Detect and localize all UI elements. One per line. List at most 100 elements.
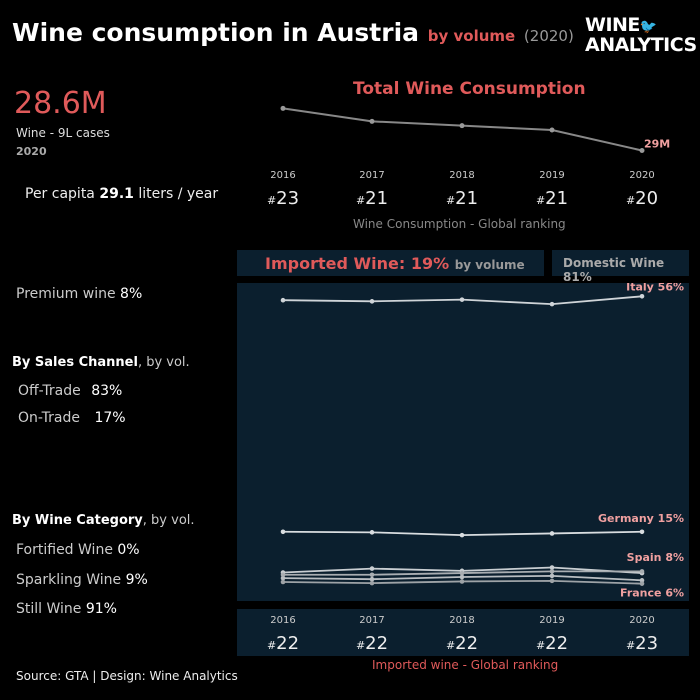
- imported-title-suffix: by volume: [454, 258, 525, 272]
- total-year-2016: 2016: [270, 170, 296, 181]
- bird-icon: 🐦: [639, 19, 657, 35]
- logo-line-1: WINE: [585, 14, 640, 36]
- offtrade-value: 83%: [91, 383, 123, 399]
- imported-chart-panel: [237, 283, 689, 601]
- page-title: Wine consumption in Austria by volume (2…: [12, 18, 574, 47]
- imported-point-Italy-2016: [280, 297, 286, 303]
- imported-point-France-2018: [459, 574, 465, 580]
- imported-label-Germany: Germany 15%: [598, 512, 684, 525]
- imported-point-Germany-2020: [639, 529, 645, 535]
- offtrade-label: Off-Trade: [18, 383, 81, 399]
- imported-rank-2018: #22: [445, 633, 479, 654]
- imported-point-France-2019: [549, 573, 555, 579]
- fortified-label: Fortified Wine: [16, 542, 113, 558]
- imported-rank-2017: #22: [355, 633, 389, 654]
- wine-analytics-logo: WINE🐦 ANALYTICS: [585, 14, 697, 56]
- imported-point-Italy-2018: [459, 297, 465, 302]
- imported-point-other-4-2016: [280, 572, 286, 578]
- total-rank-2019: #21: [535, 188, 569, 209]
- total-rank-2018: #21: [445, 188, 479, 209]
- imported-point-other-4-2020: [639, 569, 645, 574]
- per-capita-value: 29.1: [99, 186, 134, 202]
- imported-origin-chart: Italy 56% Germany 15% Spain 8% France 6%: [280, 283, 684, 599]
- premium-wine-stat: Premium wine 8%: [16, 286, 142, 302]
- still-value: 91%: [85, 601, 117, 617]
- still-label: Still Wine: [16, 601, 82, 617]
- imported-point-Germany-2018: [459, 532, 465, 538]
- category-sparkling: Sparkling Wine 9%: [16, 572, 148, 588]
- kpi-unit: Wine - 9L cases: [16, 126, 110, 140]
- total-end-label: 29M: [644, 138, 670, 151]
- imported-year-2020: 2020: [629, 615, 655, 626]
- sales-channel-heading-suffix: , by vol.: [137, 355, 190, 370]
- imported-point-Spain-2019: [549, 565, 555, 570]
- imported-year-2019: 2019: [539, 615, 565, 626]
- imported-point-other-5-2020: [639, 581, 645, 586]
- total-chart-title: Total Wine Consumption: [353, 79, 586, 99]
- domestic-panel: Domestic Wine 81%: [552, 250, 689, 284]
- imported-lines: Italy 56% Germany 15% Spain 8% France 6%: [280, 283, 684, 599]
- logo-line-2: ANALYTICS: [585, 34, 697, 56]
- category-fortified: Fortified Wine 0%: [16, 542, 140, 558]
- total-rank-2016: #23: [266, 188, 300, 209]
- imported-point-other-5-2018: [459, 579, 465, 584]
- per-capita: Per capita 29.1 liters / year: [25, 186, 218, 202]
- total-consumption-chart: 29M: [280, 105, 670, 154]
- sales-channel-heading-text: By Sales Channel: [12, 355, 138, 370]
- title-subtitle: by volume: [427, 27, 516, 45]
- imported-label-Italy: Italy 56%: [626, 283, 684, 293]
- total-rank-2020: #20: [625, 188, 659, 209]
- imported-point-other-4-2017: [369, 572, 375, 578]
- imported-point-Germany-2019: [549, 531, 555, 536]
- total-year-2018: 2018: [449, 170, 475, 181]
- total-line: [282, 107, 643, 152]
- total-year-2020: 2020: [629, 170, 655, 181]
- imported-title: Imported Wine: 19% by volume: [265, 254, 525, 273]
- title-text: Wine consumption in Austria: [12, 18, 420, 47]
- imported-title-text: Imported Wine: 19%: [265, 254, 450, 273]
- source-note: Source: GTA | Design: Wine Analytics: [16, 669, 238, 683]
- imported-point-other-5-2017: [369, 580, 375, 586]
- total-point-2019: [549, 127, 555, 133]
- total-point-2016: [280, 105, 286, 111]
- fortified-value: 0%: [117, 542, 140, 558]
- imported-point-Italy-2020: [639, 294, 645, 299]
- total-point-2017: [369, 118, 375, 124]
- imported-point-France-2017: [369, 576, 375, 582]
- domestic-label: Domestic Wine 81%: [563, 256, 665, 284]
- total-year-2019: 2019: [539, 170, 565, 181]
- category-still: Still Wine 91%: [16, 601, 117, 617]
- imported-point-France-2020: [639, 578, 645, 583]
- per-capita-prefix: Per capita: [25, 186, 95, 202]
- wine-category-heading: By Wine Category, by vol.: [12, 513, 195, 528]
- imported-point-other-4-2019: [549, 569, 555, 574]
- wine-category-heading-suffix: , by vol.: [142, 513, 195, 528]
- ontrade-label: On-Trade: [18, 410, 80, 426]
- imported-point-France-2016: [280, 575, 286, 581]
- imported-title-panel: Imported Wine: 19% by volume: [237, 250, 544, 276]
- imported-year-2016: 2016: [270, 615, 296, 626]
- sales-channel-ontrade: On-Trade 17%: [18, 410, 126, 426]
- title-year: (2020): [523, 27, 574, 45]
- total-point-2018: [459, 123, 465, 129]
- imported-rank-panel: [237, 609, 689, 656]
- imported-point-Germany-2017: [369, 530, 375, 535]
- wine-category-heading-text: By Wine Category: [12, 513, 143, 528]
- premium-value: 8%: [120, 286, 143, 302]
- imported-ranking-caption: Imported wine - Global ranking: [372, 658, 559, 672]
- total-point-2020: [639, 148, 645, 154]
- total-volume-kpi: 28.6M: [14, 86, 107, 121]
- imported-rank-2020: #23: [625, 633, 659, 654]
- sales-channel-heading: By Sales Channel, by vol.: [12, 355, 190, 370]
- sparkling-label: Sparkling Wine: [16, 572, 122, 588]
- imported-point-other-4-2018: [459, 570, 465, 576]
- sales-channel-offtrade: Off-Trade 83%: [18, 383, 122, 399]
- imported-year-2018: 2018: [449, 615, 475, 626]
- imported-rank-2016: #22: [266, 633, 300, 654]
- total-ranking-caption: Wine Consumption - Global ranking: [353, 217, 566, 231]
- sparkling-value: 9%: [125, 572, 148, 588]
- ontrade-value: 17%: [94, 410, 126, 426]
- total-line-series: 29M: [280, 105, 670, 154]
- imported-point-Spain-2017: [369, 566, 375, 571]
- total-year-2017: 2017: [359, 170, 385, 181]
